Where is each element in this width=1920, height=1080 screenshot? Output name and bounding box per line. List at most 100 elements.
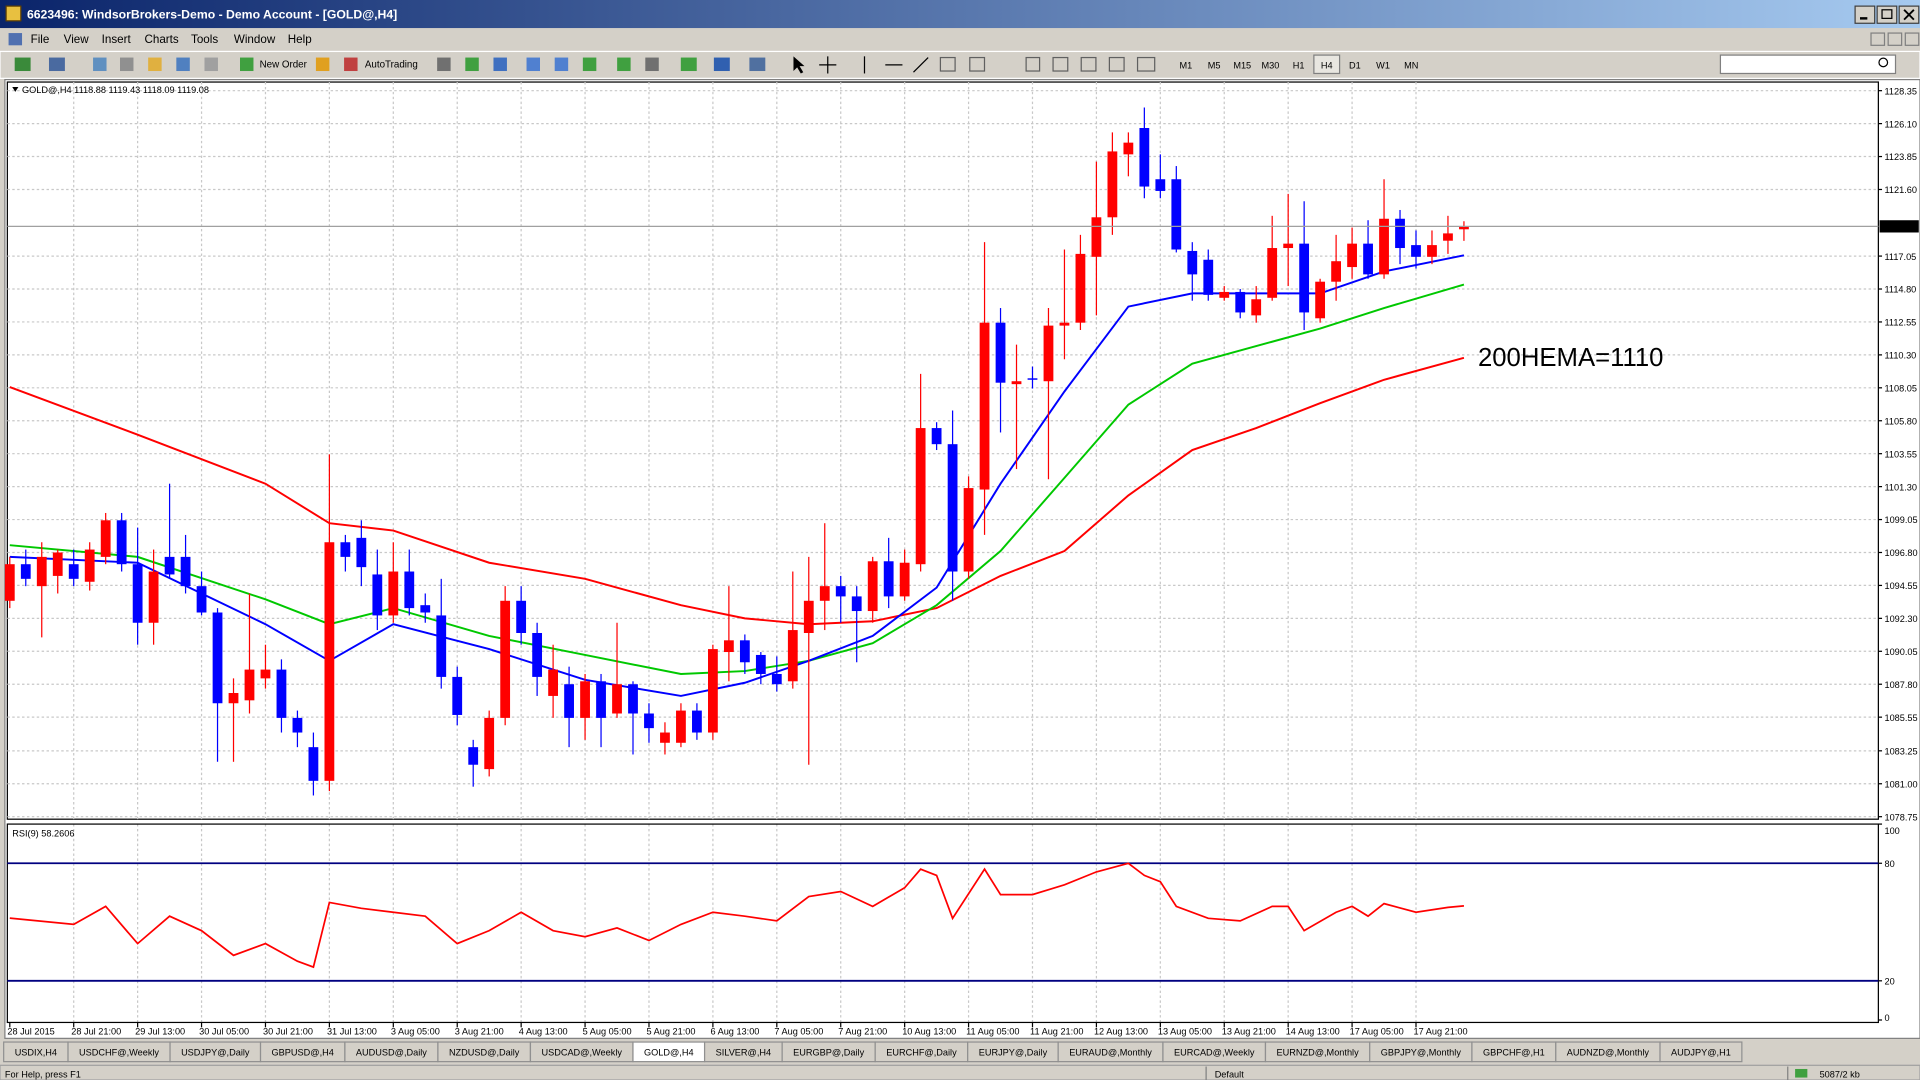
icon[interactable] — [749, 57, 766, 72]
tab-label[interactable]: GBPCHF@,H1 — [1483, 1048, 1545, 1058]
moving-average — [9, 283, 1465, 675]
search-icon[interactable] — [1878, 57, 1889, 68]
tab-label[interactable]: EURNZD@,Monthly — [1276, 1048, 1359, 1058]
crosshair-icon[interactable] — [819, 56, 837, 74]
icon[interactable] — [1108, 56, 1125, 72]
maximize-button[interactable] — [1876, 5, 1898, 24]
icon[interactable] — [1136, 56, 1156, 72]
tab-label[interactable]: EURGBP@,Daily — [793, 1048, 864, 1058]
timeframe-button[interactable]: M15 — [1233, 61, 1251, 71]
x-tick-label: 6 Aug 13:00 — [710, 1027, 759, 1037]
candle-body — [1219, 291, 1230, 298]
icon[interactable] — [582, 57, 597, 72]
minimize-button[interactable] — [1854, 5, 1876, 24]
icon[interactable] — [437, 57, 451, 72]
icon[interactable] — [680, 57, 697, 72]
icon[interactable] — [645, 57, 659, 72]
tab-label[interactable]: USDCHF@,Weekly — [79, 1048, 159, 1058]
icon[interactable] — [554, 57, 569, 72]
timeframe-button[interactable]: D1 — [1349, 61, 1361, 71]
icon[interactable] — [344, 57, 358, 72]
candle-body — [228, 693, 239, 704]
tab-label[interactable]: AUDJPY@,H1 — [1671, 1048, 1731, 1058]
tab-label[interactable]: USDCAD@,Weekly — [541, 1048, 622, 1058]
candle-body — [1171, 179, 1182, 250]
tab-label[interactable]: GBPJPY@,Monthly — [1381, 1048, 1462, 1058]
icon[interactable] — [1025, 56, 1041, 72]
mdi-restore[interactable] — [1887, 32, 1903, 46]
window-buttons — [1854, 5, 1920, 24]
menu-item[interactable]: Charts — [144, 33, 178, 46]
timeframe-button[interactable]: M30 — [1261, 61, 1279, 71]
icon[interactable] — [526, 57, 540, 72]
tab-label[interactable]: EURCHF@,Daily — [886, 1048, 957, 1058]
icon[interactable] — [93, 57, 107, 72]
candle-body — [52, 552, 63, 576]
x-tick-label: 29 Jul 13:00 — [135, 1027, 185, 1037]
timeframe-button[interactable]: H1 — [1293, 61, 1305, 71]
icon[interactable] — [48, 57, 65, 72]
timeframe-button[interactable]: M5 — [1208, 61, 1221, 71]
tab-label[interactable]: SILVER@,H4 — [716, 1048, 772, 1058]
title-bar — [0, 0, 1920, 29]
candle-body — [244, 669, 255, 701]
timeframe-button[interactable]: MN — [1404, 61, 1418, 71]
tab-label[interactable]: AUDNZD@,Monthly — [1567, 1048, 1650, 1058]
tab-label[interactable]: AUDUSD@,Daily — [356, 1048, 427, 1058]
tab-label[interactable]: EURAUD@,Monthly — [1069, 1048, 1152, 1058]
icon[interactable] — [120, 57, 134, 72]
candle-body — [356, 537, 367, 568]
icon[interactable] — [969, 56, 986, 72]
tab-label[interactable]: GBPUSD@,H4 — [272, 1048, 334, 1058]
y-tick-label: 1121.60 — [1884, 185, 1916, 195]
mdi-close[interactable] — [1904, 32, 1920, 46]
icon[interactable] — [14, 57, 31, 72]
menu-item[interactable]: Insert — [102, 33, 132, 46]
cursor-icon[interactable] — [793, 56, 805, 74]
menu-item[interactable]: View — [64, 33, 90, 46]
indicator-line — [9, 862, 1465, 969]
icon[interactable] — [939, 56, 956, 72]
tab-label[interactable]: NZDUSD@,Daily — [449, 1048, 520, 1058]
icon[interactable] — [176, 57, 190, 72]
maximize-glyph — [1881, 9, 1893, 19]
candle-body — [4, 564, 15, 601]
icon[interactable] — [713, 57, 730, 72]
tab-label[interactable]: EURCAD@,Weekly — [1174, 1048, 1255, 1058]
icon[interactable] — [315, 57, 330, 72]
tab-label[interactable]: USDJPY@,Daily — [181, 1048, 250, 1058]
menu-item[interactable]: Tools — [191, 33, 218, 46]
candle-body — [548, 669, 558, 696]
icon[interactable] — [493, 57, 507, 72]
candle-body — [468, 747, 479, 765]
menu-item[interactable]: Help — [288, 33, 312, 46]
tab-label[interactable]: GOLD@,H4 — [644, 1048, 694, 1058]
x-tick-label: 3 Aug 05:00 — [391, 1027, 440, 1037]
icon[interactable] — [240, 57, 254, 72]
new-order-button[interactable]: New Order — [260, 59, 308, 70]
icon[interactable] — [1052, 56, 1069, 72]
timeframe-button[interactable]: W1 — [1376, 61, 1390, 71]
candle-body — [116, 520, 127, 565]
tab-label[interactable]: EURJPY@,Daily — [979, 1048, 1048, 1058]
timeframe-button[interactable]: H4 — [1321, 61, 1333, 71]
timeframe-button[interactable]: M1 — [1180, 61, 1193, 71]
icon[interactable] — [465, 57, 479, 72]
candle-body — [564, 684, 574, 718]
menu-item[interactable]: File — [31, 33, 50, 46]
icon[interactable] — [1080, 56, 1097, 72]
x-tick-label: 30 Jul 05:00 — [199, 1027, 249, 1037]
mdi-minimize[interactable] — [1870, 32, 1886, 46]
autotrading-button[interactable]: AutoTrading — [365, 59, 418, 70]
candle-body — [899, 562, 910, 597]
tab[interactable] — [1659, 1041, 1743, 1063]
chart-label: GOLD@,H4 1118.88 1119.43 1118.09 1119.08 — [22, 85, 209, 95]
trendline-icon[interactable] — [913, 57, 929, 73]
icon[interactable] — [617, 57, 631, 72]
tab-label[interactable]: USDIX,H4 — [15, 1048, 57, 1058]
icon[interactable] — [204, 57, 218, 72]
icon[interactable] — [148, 57, 162, 72]
search-box[interactable] — [1719, 54, 1897, 75]
status-profile: Default — [1215, 1070, 1245, 1080]
menu-item[interactable]: Window — [234, 33, 276, 46]
